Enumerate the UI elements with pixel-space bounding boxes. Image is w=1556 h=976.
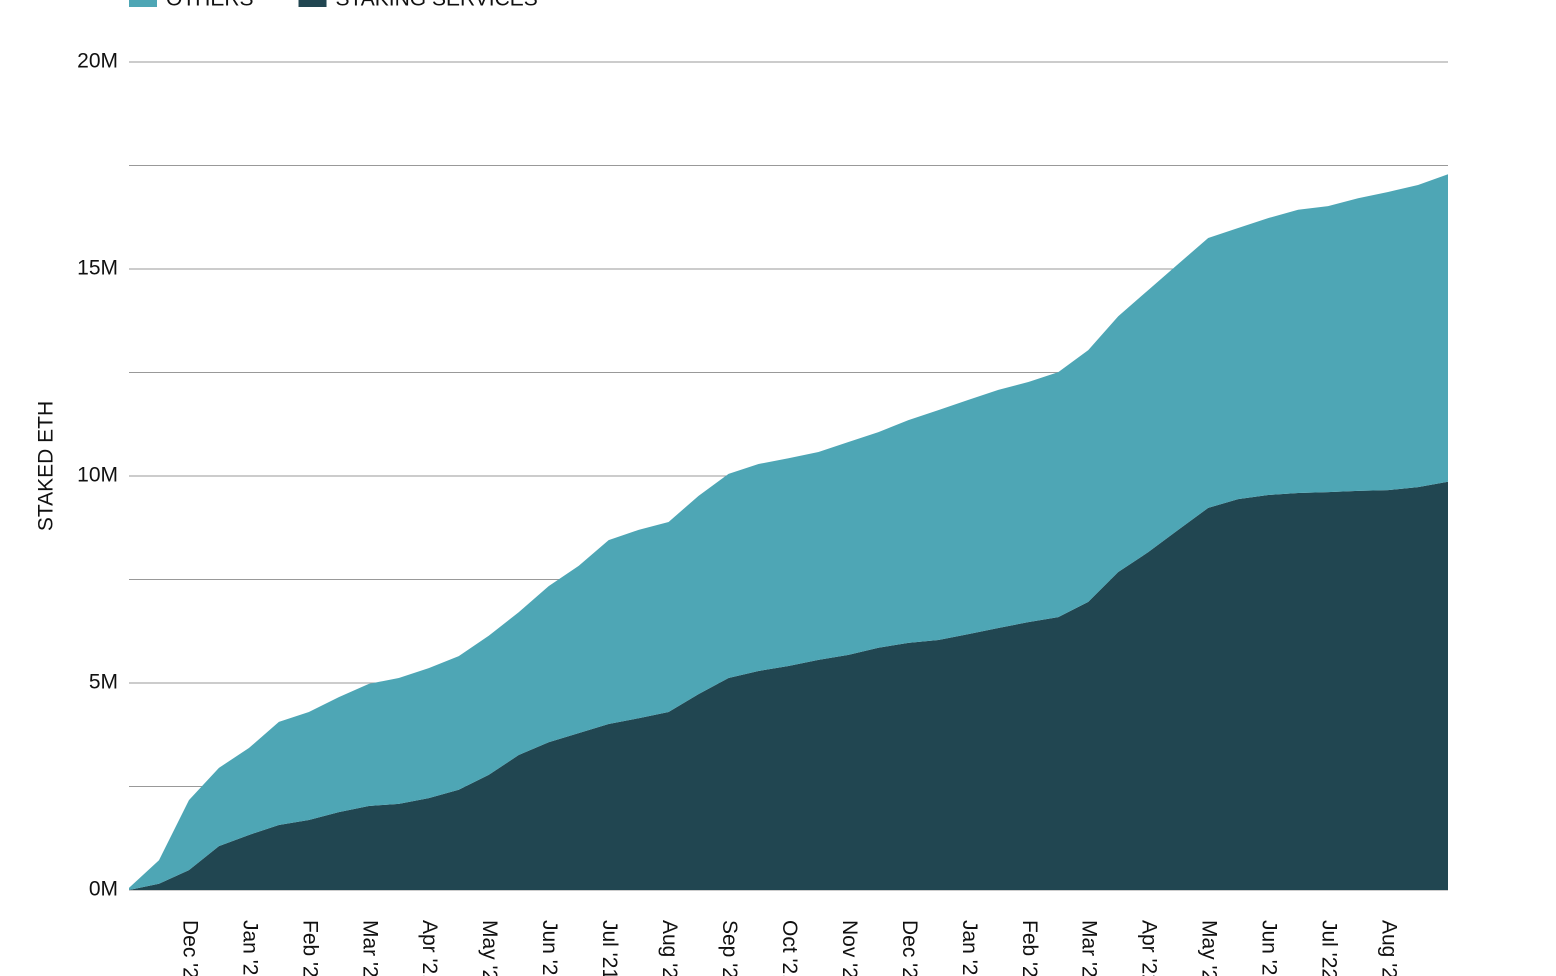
area: [129, 174, 1448, 891]
y-tick-label: 15M: [77, 257, 118, 280]
x-tick-label: Feb '21: [298, 920, 321, 976]
x-tick-label: Jul '22: [1318, 920, 1341, 976]
legend-swatch: [298, 0, 327, 7]
legend-label: STAKING SERVICES: [336, 0, 538, 11]
x-tick-label: Mar '21: [358, 920, 381, 976]
x-tick-label: May '22: [1198, 920, 1221, 976]
y-axis-label: STAKED ETH: [35, 401, 58, 531]
x-tick-label: Jan '21: [238, 920, 261, 976]
x-tick-label: May '21: [478, 920, 501, 976]
y-tick-label: 10M: [77, 464, 118, 487]
x-tick-label: Jun '21: [538, 920, 561, 976]
x-tick-label: Apr '22: [1138, 920, 1161, 976]
x-tick-label: Dec '21: [898, 920, 921, 976]
x-tick-label: Jun '22: [1258, 920, 1281, 976]
y-tick-label: 0M: [89, 878, 118, 901]
legend-swatch: [129, 0, 157, 7]
x-tick-label: Mar '22: [1078, 920, 1101, 976]
x-tick-label: Sep '21: [718, 920, 741, 976]
x-tick-label: Jul '21: [598, 920, 621, 976]
x-tick-label: Feb '22: [1018, 920, 1041, 976]
x-tick-label: Jan '22: [958, 920, 981, 976]
area: [129, 481, 1448, 890]
x-tick-label: Dec '20: [178, 920, 201, 976]
x-tick-label: Oct '21: [778, 920, 801, 976]
x-tick-label: Aug '21: [658, 920, 681, 976]
x-tick-label: Aug '22: [1377, 920, 1400, 976]
x-tick-label: Apr '21: [418, 920, 441, 976]
legend-label: OTHERS: [166, 0, 254, 11]
x-tick-label: Nov '21: [838, 920, 861, 976]
y-tick-label: 20M: [77, 50, 118, 73]
y-tick-label: 5M: [89, 671, 118, 694]
